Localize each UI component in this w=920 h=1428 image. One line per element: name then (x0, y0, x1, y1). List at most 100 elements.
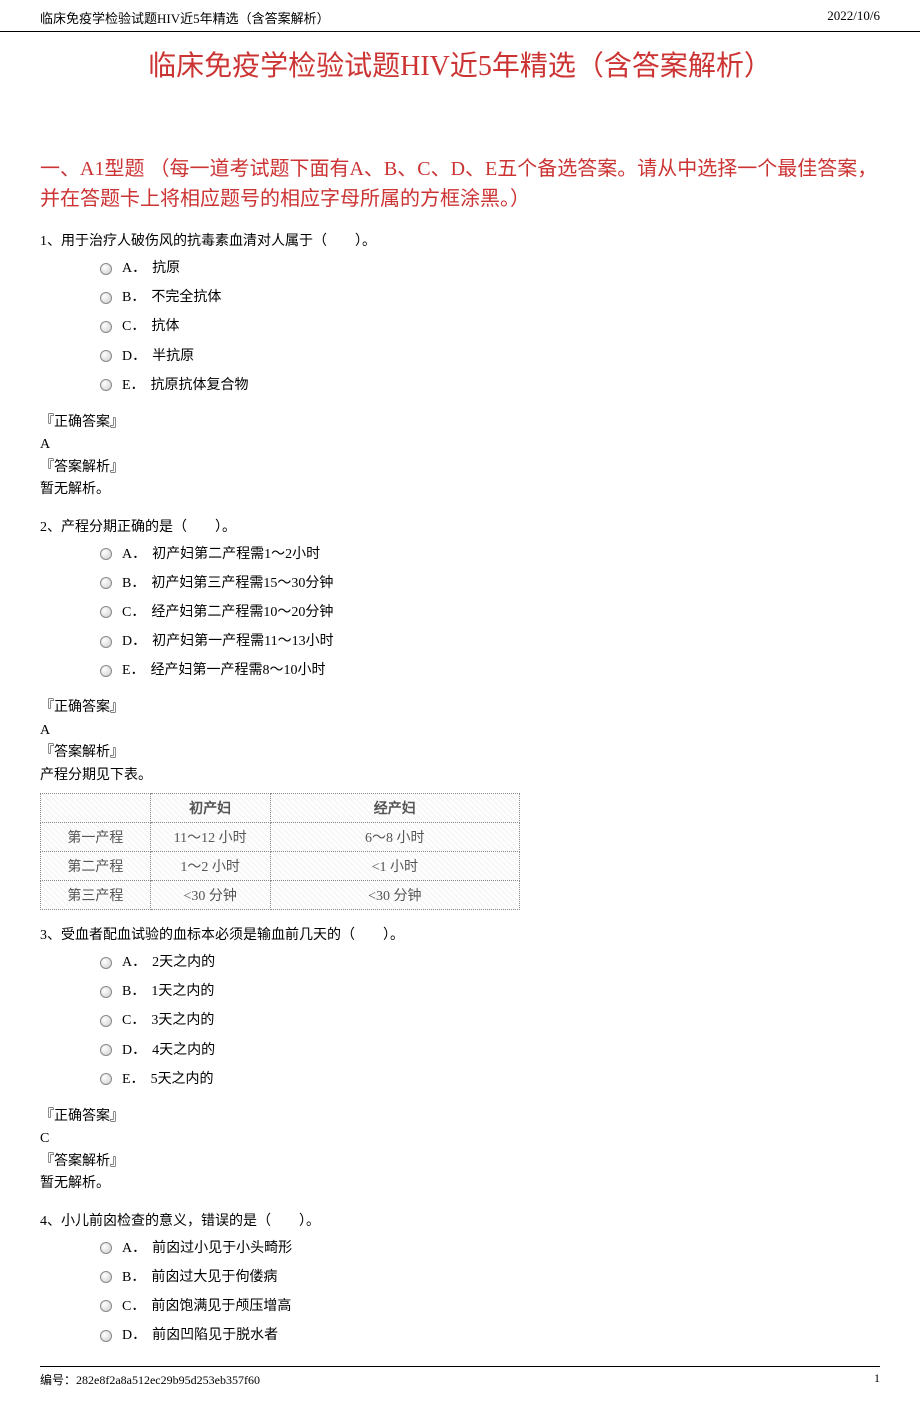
option-row[interactable]: A． 前囟过小见于小头畸形 (100, 1236, 880, 1261)
table-cell: 第二产程 (41, 852, 151, 881)
option-text: 5天之内的 (151, 1067, 214, 1092)
option-row[interactable]: D． 半抗原 (100, 344, 880, 369)
question-options: A． 初产妇第二产程需1～2小时 B． 初产妇第三产程需15～30分钟 C． 经… (40, 542, 880, 684)
option-text: 初产妇第三产程需15～30分钟 (151, 571, 333, 596)
option-label: B． (122, 979, 145, 1004)
option-row[interactable]: A． 抗原 (100, 256, 880, 281)
table-header-cell: 经产妇 (270, 794, 519, 823)
option-label: C． (122, 1008, 145, 1033)
option-text: 1天之内的 (151, 979, 214, 1004)
table-row: 第一产程 11～12 小时 6～8 小时 (41, 823, 520, 852)
radio-icon[interactable] (100, 379, 112, 391)
correct-answer-label: 『正确答案』 (40, 697, 880, 719)
footer-id: 编号：282e8f2a8a512ec29b95d253eb357f60 (40, 1371, 260, 1388)
option-text: 初产妇第二产程需1～2小时 (152, 542, 320, 567)
option-row[interactable]: C． 3天之内的 (100, 1008, 880, 1033)
option-row[interactable]: B． 前囟过大见于佝偻病 (100, 1265, 880, 1290)
option-text: 经产妇第一产程需8～10小时 (151, 658, 326, 683)
option-label: D． (122, 1323, 146, 1348)
option-row[interactable]: C． 经产妇第二产程需10～20分钟 (100, 600, 880, 625)
option-label: D． (122, 1038, 146, 1063)
analysis-text: 产程分期见下表。 (40, 765, 880, 787)
content-area: 一、A1型题 （每一道考试题下面有A、B、C、D、E五个备选答案。请从中选择一个… (0, 154, 920, 1348)
table-row: 第二产程 1～2 小时 <1 小时 (41, 852, 520, 881)
radio-icon[interactable] (100, 1330, 112, 1342)
option-row[interactable]: C． 抗体 (100, 314, 880, 339)
option-label: A． (122, 950, 146, 975)
option-text: 初产妇第一产程需11～13小时 (152, 629, 333, 654)
option-text: 抗原抗体复合物 (151, 373, 249, 398)
radio-icon[interactable] (100, 986, 112, 998)
correct-answer-value: A (40, 720, 880, 742)
table-cell: 第三产程 (41, 881, 151, 910)
page-header: 临床免疫学检验试题HIV近5年精选（含答案解析） 2022/10/6 (0, 0, 920, 32)
option-text: 2天之内的 (152, 950, 215, 975)
option-text: 前囟凹陷见于脱水者 (152, 1323, 278, 1348)
page-number: 1 (874, 1371, 880, 1388)
option-text: 经产妇第二产程需10～20分钟 (151, 600, 333, 625)
radio-icon[interactable] (100, 263, 112, 275)
radio-icon[interactable] (100, 636, 112, 648)
option-label: B． (122, 571, 145, 596)
labor-table-wrap: 初产妇 经产妇 第一产程 11～12 小时 6～8 小时 第二产程 1～2 小时… (40, 793, 880, 910)
analysis-text: 暂无解析。 (40, 479, 880, 501)
option-label: A． (122, 1236, 146, 1261)
option-row[interactable]: A． 初产妇第二产程需1～2小时 (100, 542, 880, 567)
radio-icon[interactable] (100, 1044, 112, 1056)
option-label: E． (122, 373, 145, 398)
option-label: B． (122, 1265, 145, 1290)
option-text: 抗原 (152, 256, 180, 281)
header-date: 2022/10/6 (827, 8, 880, 27)
radio-icon[interactable] (100, 957, 112, 969)
option-label: C． (122, 314, 145, 339)
question-stem: 2、产程分期正确的是（ ）。 (40, 516, 880, 536)
table-cell: 第一产程 (41, 823, 151, 852)
option-text: 半抗原 (152, 344, 194, 369)
option-row[interactable]: B． 1天之内的 (100, 979, 880, 1004)
correct-answer-label: 『正确答案』 (40, 412, 880, 434)
option-label: E． (122, 658, 145, 683)
option-label: D． (122, 629, 146, 654)
labor-stages-table: 初产妇 经产妇 第一产程 11～12 小时 6～8 小时 第二产程 1～2 小时… (40, 793, 520, 910)
radio-icon[interactable] (100, 321, 112, 333)
option-text: 不完全抗体 (151, 285, 221, 310)
radio-icon[interactable] (100, 292, 112, 304)
radio-icon[interactable] (100, 350, 112, 362)
option-row[interactable]: B． 初产妇第三产程需15～30分钟 (100, 571, 880, 596)
option-row[interactable]: E． 经产妇第一产程需8～10小时 (100, 658, 880, 683)
table-cell: <30 分钟 (270, 881, 519, 910)
option-row[interactable]: B． 不完全抗体 (100, 285, 880, 310)
page-footer: 编号：282e8f2a8a512ec29b95d253eb357f60 1 (40, 1366, 880, 1388)
question-stem: 4、小儿前囟检查的意义，错误的是（ ）。 (40, 1210, 880, 1230)
option-row[interactable]: E． 抗原抗体复合物 (100, 373, 880, 398)
table-row: 第三产程 <30 分钟 <30 分钟 (41, 881, 520, 910)
option-text: 抗体 (151, 314, 179, 339)
radio-icon[interactable] (100, 1242, 112, 1254)
analysis-text: 暂无解析。 (40, 1173, 880, 1195)
option-label: C． (122, 1294, 145, 1319)
radio-icon[interactable] (100, 1073, 112, 1085)
option-label: C． (122, 600, 145, 625)
option-row[interactable]: E． 5天之内的 (100, 1067, 880, 1092)
option-row[interactable]: C． 前囟饱满见于颅压增高 (100, 1294, 880, 1319)
radio-icon[interactable] (100, 665, 112, 677)
correct-answer-value: A (40, 434, 880, 456)
option-label: A． (122, 256, 146, 281)
radio-icon[interactable] (100, 577, 112, 589)
table-cell: <30 分钟 (150, 881, 270, 910)
option-text: 前囟过大见于佝偻病 (151, 1265, 277, 1290)
option-row[interactable]: D． 4天之内的 (100, 1038, 880, 1063)
radio-icon[interactable] (100, 1015, 112, 1027)
correct-answer-label: 『正确答案』 (40, 1106, 880, 1128)
correct-answer-value: C (40, 1128, 880, 1150)
option-row[interactable]: D． 初产妇第一产程需11～13小时 (100, 629, 880, 654)
radio-icon[interactable] (100, 606, 112, 618)
radio-icon[interactable] (100, 1271, 112, 1283)
table-header-cell: 初产妇 (150, 794, 270, 823)
radio-icon[interactable] (100, 1300, 112, 1312)
question-stem: 3、受血者配血试验的血标本必须是输血前几天的（ ）。 (40, 924, 880, 944)
radio-icon[interactable] (100, 548, 112, 560)
option-text: 前囟饱满见于颅压增高 (151, 1294, 291, 1319)
option-row[interactable]: D． 前囟凹陷见于脱水者 (100, 1323, 880, 1348)
option-row[interactable]: A． 2天之内的 (100, 950, 880, 975)
